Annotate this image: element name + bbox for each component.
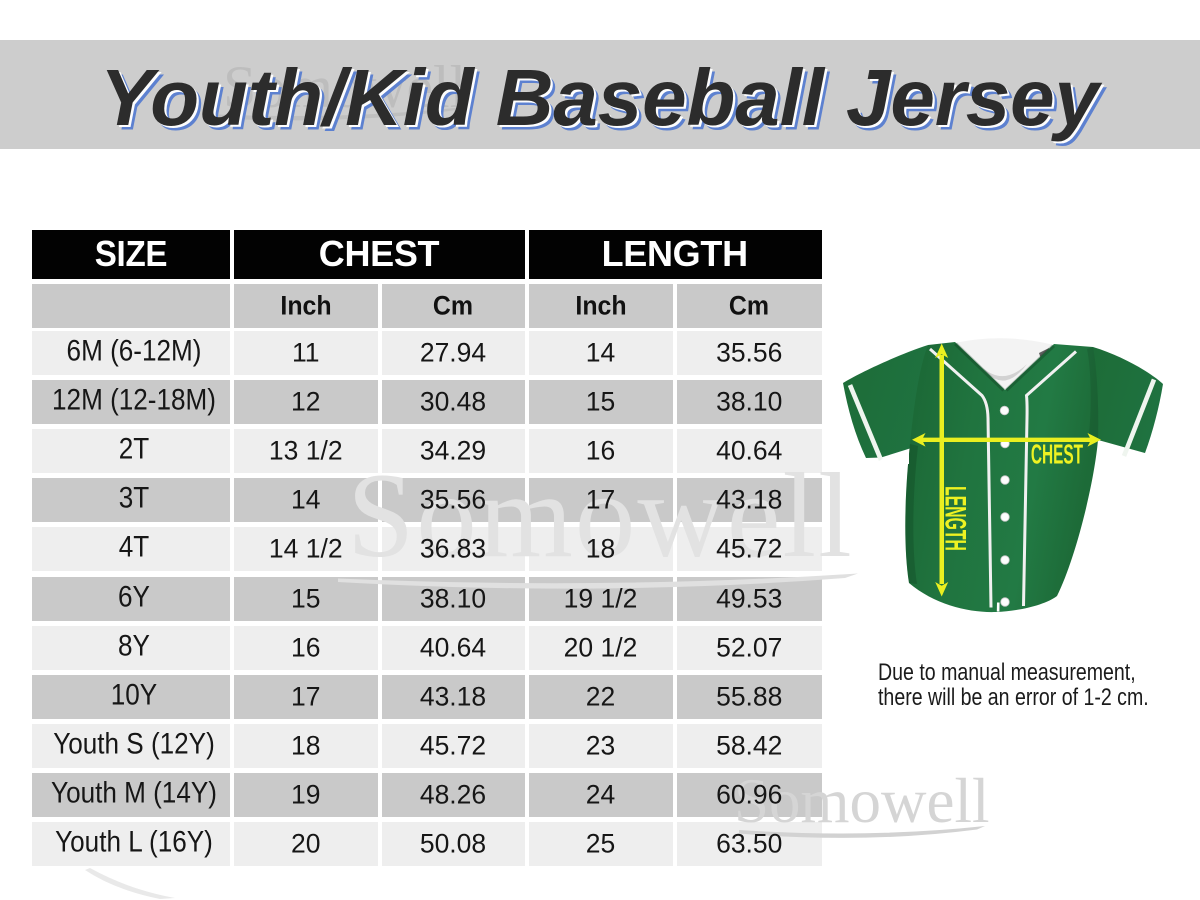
svg-text:LENGTH: LENGTH [938, 486, 972, 551]
svg-text:CHEST: CHEST [1031, 439, 1083, 470]
